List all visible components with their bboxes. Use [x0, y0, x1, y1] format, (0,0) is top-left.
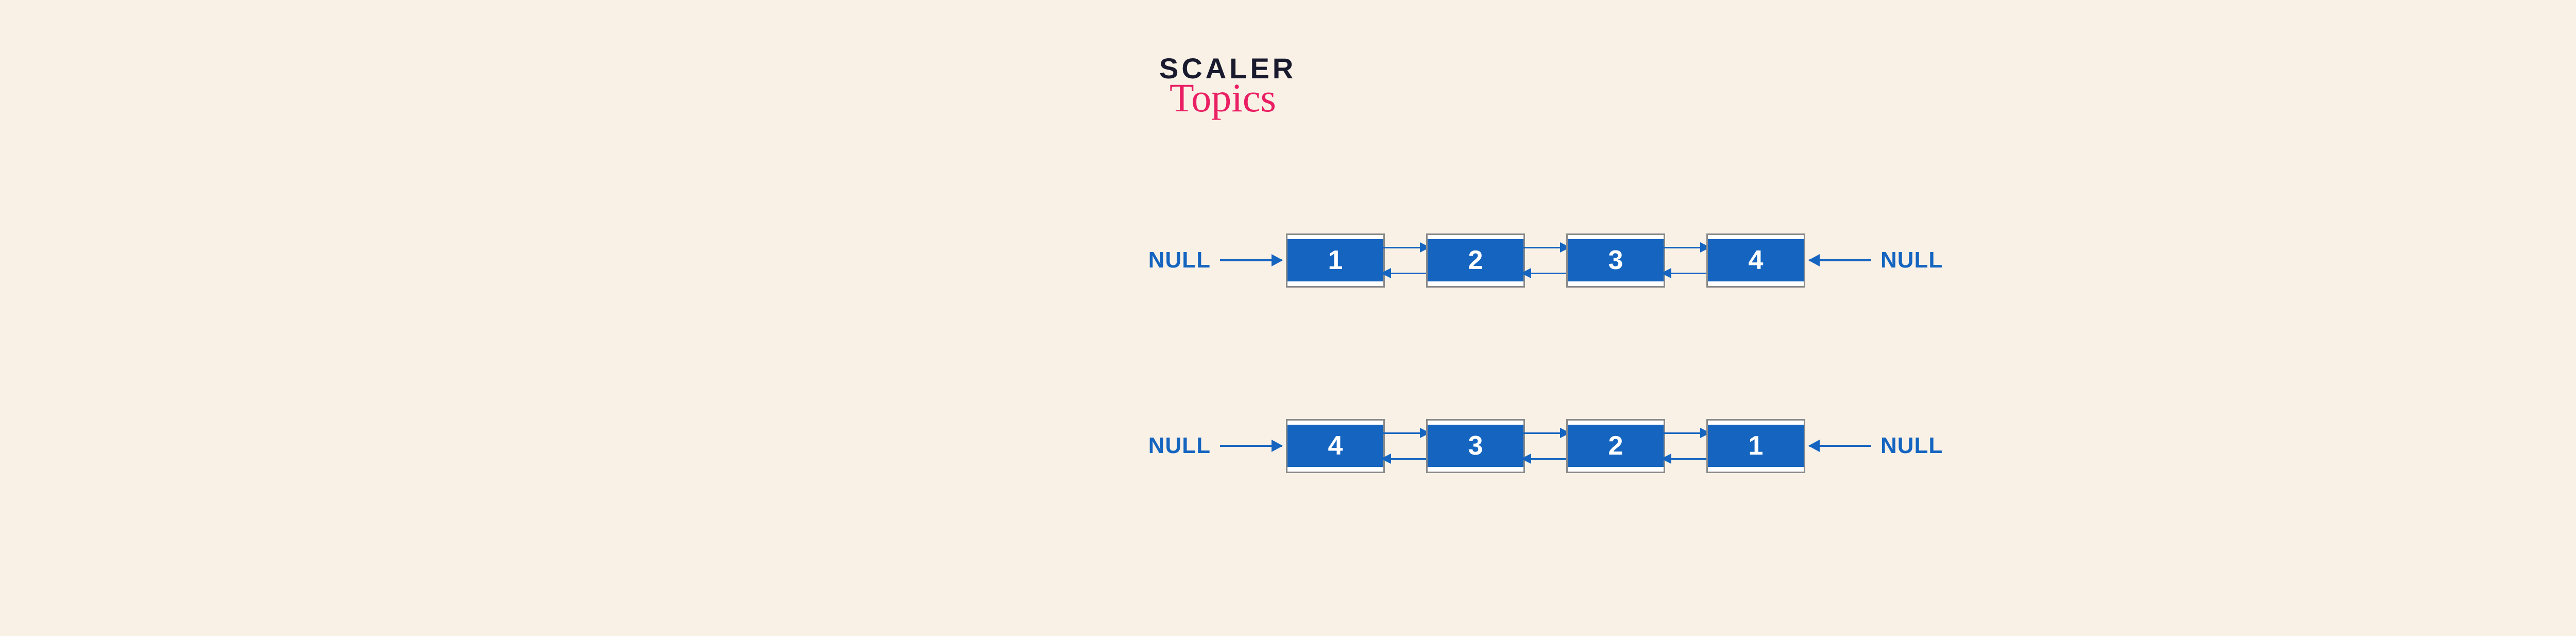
linked-list-diagram: NULL 1 2 3 4 NULL NULL 4	[1236, 222, 1855, 593]
list-node: 2	[1566, 419, 1665, 473]
list-row-reversed: NULL 4 3 2 1 NULL	[1236, 407, 1855, 484]
node-value: 2	[1568, 425, 1664, 467]
node-value: 1	[1708, 425, 1804, 467]
double-link-connector	[1525, 419, 1566, 473]
double-link-connector	[1665, 419, 1706, 473]
brand-logo: SCALER Topics	[1159, 52, 1296, 121]
node-value: 1	[1287, 239, 1383, 281]
node-value: 2	[1428, 239, 1523, 281]
arrow-left-icon	[1809, 259, 1871, 261]
double-link-connector	[1385, 233, 1426, 288]
list-node: 1	[1286, 233, 1385, 288]
list-node: 3	[1566, 233, 1665, 288]
null-label-left: NULL	[1148, 433, 1211, 459]
list-node: 4	[1286, 419, 1385, 473]
node-value: 3	[1428, 425, 1523, 467]
arrow-left-icon	[1809, 445, 1871, 447]
node-value: 3	[1568, 239, 1664, 281]
null-label-right: NULL	[1880, 433, 1943, 459]
arrow-right-icon	[1220, 259, 1282, 261]
list-node: 4	[1706, 233, 1805, 288]
null-label-right: NULL	[1880, 247, 1943, 273]
list-row-original: NULL 1 2 3 4 NULL	[1236, 222, 1855, 299]
arrow-right-icon	[1220, 445, 1282, 447]
node-value: 4	[1287, 425, 1383, 467]
double-link-connector	[1525, 233, 1566, 288]
list-node: 2	[1426, 233, 1525, 288]
node-value: 4	[1708, 239, 1804, 281]
double-link-connector	[1665, 233, 1706, 288]
double-link-connector	[1385, 419, 1426, 473]
list-node: 3	[1426, 419, 1525, 473]
null-label-left: NULL	[1148, 247, 1211, 273]
list-node: 1	[1706, 419, 1805, 473]
